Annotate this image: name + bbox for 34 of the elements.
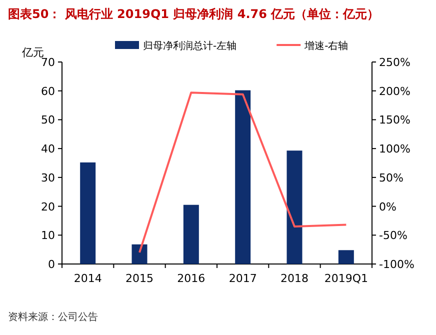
bar [80, 162, 96, 264]
y-tick-label: 0 [48, 258, 55, 271]
y-axis-title: 亿元 [21, 46, 44, 59]
bar [286, 150, 302, 264]
x-tick-label: 2016 [177, 272, 206, 285]
chart-title: 图表50： 风电行业 2019Q1 归母净利润 4.76 亿元（单位：亿元） [8, 7, 380, 21]
y-tick-label: 50 [41, 114, 55, 127]
line-series [138, 92, 348, 254]
bar [132, 244, 148, 264]
bar [235, 90, 251, 264]
x-tick-label: 2015 [126, 272, 154, 285]
y-tick-label: 10 [41, 229, 55, 242]
y2-tick-label: 150% [379, 114, 410, 127]
bar [183, 204, 199, 264]
y2-tick-label: -50% [379, 229, 408, 242]
y2-tick-label: 0% [379, 200, 396, 214]
y2-tick-label: 200% [379, 84, 410, 98]
y-tick-label: 70 [41, 56, 55, 69]
y-tick-label: 20 [41, 200, 55, 214]
y2-tick-label: -100% [379, 258, 414, 271]
y-tick-label: 60 [41, 84, 55, 98]
y2-tick-label: 100% [379, 142, 410, 156]
x-tick-label: 2017 [228, 272, 257, 285]
y2-tick-label: 250% [379, 56, 410, 69]
text: 资料来源：公司公告 [8, 311, 98, 323]
y-tick-label: 30 [41, 171, 55, 184]
bar [338, 250, 354, 264]
legend-label: 增速-右轴 [304, 40, 348, 52]
x-tick-label: 2018 [280, 272, 308, 285]
x-tick-label: 2019Q1 [324, 272, 368, 285]
y2-tick-label: 50% [379, 171, 404, 184]
x-tick-label: 2014 [74, 272, 102, 285]
legend-label: 归母净利润总计-左轴 [143, 40, 237, 52]
y-tick-label: 40 [41, 142, 55, 156]
